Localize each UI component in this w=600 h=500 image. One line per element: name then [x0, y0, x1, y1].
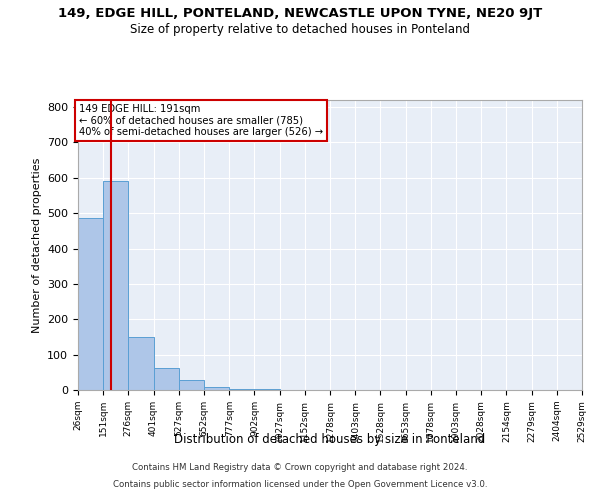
Text: Distribution of detached houses by size in Ponteland: Distribution of detached houses by size …: [175, 432, 485, 446]
Text: 149 EDGE HILL: 191sqm
← 60% of detached houses are smaller (785)
40% of semi-det: 149 EDGE HILL: 191sqm ← 60% of detached …: [79, 104, 323, 136]
Bar: [179, 380, 204, 390]
Y-axis label: Number of detached properties: Number of detached properties: [32, 158, 41, 332]
Bar: [128, 337, 154, 390]
Bar: [229, 389, 254, 390]
Bar: [103, 182, 128, 390]
Bar: [204, 387, 229, 390]
Text: 149, EDGE HILL, PONTELAND, NEWCASTLE UPON TYNE, NE20 9JT: 149, EDGE HILL, PONTELAND, NEWCASTLE UPO…: [58, 8, 542, 20]
Text: Contains HM Land Registry data © Crown copyright and database right 2024.: Contains HM Land Registry data © Crown c…: [132, 464, 468, 472]
Bar: [78, 218, 103, 390]
Text: Contains public sector information licensed under the Open Government Licence v3: Contains public sector information licen…: [113, 480, 487, 489]
Bar: [154, 368, 179, 390]
Text: Size of property relative to detached houses in Ponteland: Size of property relative to detached ho…: [130, 22, 470, 36]
